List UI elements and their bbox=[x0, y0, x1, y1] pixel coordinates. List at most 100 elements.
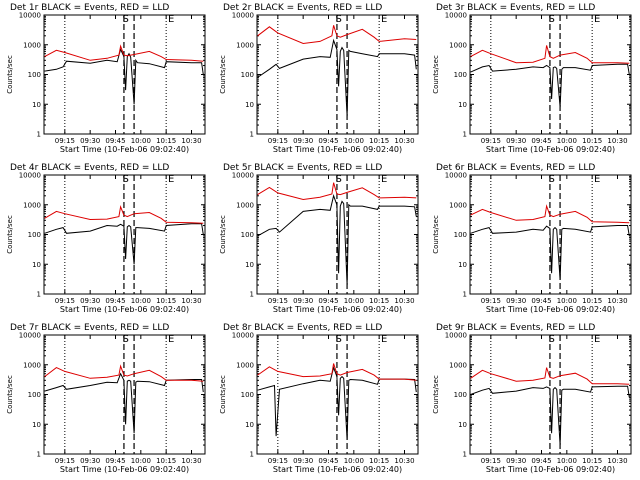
series-events-line bbox=[470, 63, 630, 108]
y-tick-label: 10000 bbox=[232, 12, 254, 20]
x-axis-label: Start Time (10-Feb-06 09:02:40) bbox=[486, 145, 615, 154]
y-axis-label: Counts/sec bbox=[6, 215, 14, 254]
y-tick-label: 1000 bbox=[449, 41, 467, 49]
x-tick-label: 09:30 bbox=[80, 137, 100, 145]
y-tick-label: 10 bbox=[245, 421, 254, 429]
x-tick-label: 09:45 bbox=[531, 457, 551, 465]
y-tick-label: 100 bbox=[454, 71, 467, 79]
x-axis-label: Start Time (10-Feb-06 09:02:40) bbox=[486, 305, 615, 314]
x-tick-label: 09:15 bbox=[268, 457, 288, 465]
x-tick-label: 09:15 bbox=[481, 457, 501, 465]
x-tick-label: 09:15 bbox=[268, 137, 288, 145]
panel-det-4: Det 4r BLACK = Events, RED = LLD 1 10 100 10… bbox=[6, 163, 206, 314]
series-lld-line bbox=[44, 364, 204, 382]
x-tick-label: 09:45 bbox=[105, 297, 125, 305]
series-events-line bbox=[257, 38, 417, 117]
x-tick-label: 09:30 bbox=[293, 457, 313, 465]
y-tick-label: 1 bbox=[250, 291, 254, 299]
panel-det-7: Det 7r BLACK = Events, RED = LLD 1 10 100 10… bbox=[6, 323, 206, 474]
marker-e: E bbox=[381, 334, 387, 345]
y-axis-label: Counts/sec bbox=[432, 215, 440, 254]
y-axis-label: Counts/sec bbox=[219, 215, 227, 254]
marker-e: E bbox=[594, 174, 600, 185]
marker-s: S bbox=[548, 14, 554, 25]
y-tick-label: 10000 bbox=[445, 172, 467, 180]
y-tick-label: 10 bbox=[458, 101, 467, 109]
x-tick-label: 10:00 bbox=[131, 457, 151, 465]
marker-e: E bbox=[168, 14, 174, 25]
y-tick-label: 10 bbox=[245, 101, 254, 109]
series-lld-line bbox=[44, 204, 204, 224]
panel-title: Det 6r BLACK = Events, RED = LLD bbox=[436, 163, 595, 173]
y-tick-label: 1 bbox=[463, 451, 467, 459]
y-tick-label: 1000 bbox=[449, 201, 467, 209]
y-tick-label: 10000 bbox=[232, 172, 254, 180]
marker-e: E bbox=[381, 174, 387, 185]
x-tick-label: 10:30 bbox=[181, 137, 201, 145]
x-tick-label: 10:30 bbox=[607, 137, 627, 145]
x-tick-label: 09:30 bbox=[506, 297, 526, 305]
series-events-line bbox=[44, 372, 204, 434]
x-axis-label: Start Time (10-Feb-06 09:02:40) bbox=[60, 145, 189, 154]
y-tick-label: 10000 bbox=[19, 12, 41, 20]
panel-title: Det 5r BLACK = Events, RED = LLD bbox=[223, 163, 382, 173]
y-tick-label: 100 bbox=[241, 391, 254, 399]
x-tick-label: 10:15 bbox=[156, 297, 176, 305]
x-tick-label: 10:15 bbox=[156, 457, 176, 465]
marker-e: E bbox=[594, 14, 600, 25]
y-tick-label: 1 bbox=[463, 291, 467, 299]
series-lld-line bbox=[257, 25, 417, 45]
x-tick-label: 10:00 bbox=[557, 457, 577, 465]
x-tick-label: 10:00 bbox=[344, 137, 364, 145]
y-tick-label: 1 bbox=[250, 131, 254, 139]
panel-title: Det 8r BLACK = Events, RED = LLD bbox=[223, 323, 382, 333]
series-lld-line bbox=[44, 44, 204, 62]
x-tick-label: 10:15 bbox=[582, 457, 602, 465]
x-axis-label: Start Time (10-Feb-06 09:02:40) bbox=[486, 465, 615, 474]
y-tick-label: 10 bbox=[245, 261, 254, 269]
y-tick-label: 10 bbox=[32, 101, 41, 109]
x-tick-label: 10:30 bbox=[394, 137, 414, 145]
x-tick-label: 09:30 bbox=[80, 297, 100, 305]
panel-det-6: Det 6r BLACK = Events, RED = LLD 1 10 100 10… bbox=[432, 163, 632, 314]
x-tick-label: 10:15 bbox=[369, 297, 389, 305]
y-tick-label: 1000 bbox=[23, 41, 41, 49]
x-tick-label: 10:15 bbox=[156, 137, 176, 145]
x-tick-label: 10:30 bbox=[394, 297, 414, 305]
y-tick-label: 10 bbox=[458, 261, 467, 269]
series-lld-line bbox=[257, 363, 417, 381]
y-tick-label: 1000 bbox=[236, 41, 254, 49]
marker-e: E bbox=[594, 334, 600, 345]
x-axis-label: Start Time (10-Feb-06 09:02:40) bbox=[273, 305, 402, 314]
x-axis-label: Start Time (10-Feb-06 09:02:40) bbox=[273, 465, 402, 474]
y-tick-label: 10000 bbox=[19, 172, 41, 180]
panel-det-3: Det 3r BLACK = Events, RED = LLD 1 10 100 10… bbox=[432, 3, 632, 154]
x-tick-label: 09:30 bbox=[293, 297, 313, 305]
series-lld-line bbox=[470, 367, 630, 385]
series-events-line bbox=[257, 194, 417, 286]
x-tick-label: 09:15 bbox=[55, 297, 75, 305]
x-tick-label: 10:00 bbox=[131, 137, 151, 145]
x-tick-label: 10:30 bbox=[181, 457, 201, 465]
y-axis-label: Counts/sec bbox=[219, 375, 227, 414]
y-tick-label: 100 bbox=[454, 231, 467, 239]
series-lld-line bbox=[470, 204, 630, 224]
y-tick-label: 1 bbox=[37, 451, 41, 459]
x-axis-label: Start Time (10-Feb-06 09:02:40) bbox=[60, 465, 189, 474]
panel-title: Det 9r BLACK = Events, RED = LLD bbox=[436, 323, 595, 333]
panel-title: Det 3r BLACK = Events, RED = LLD bbox=[436, 3, 595, 13]
series-events-line bbox=[470, 225, 630, 280]
y-axis-label: Counts/sec bbox=[219, 55, 227, 94]
panel-title: Det 4r BLACK = Events, RED = LLD bbox=[10, 163, 169, 173]
x-tick-label: 10:15 bbox=[582, 297, 602, 305]
marker-s: S bbox=[335, 174, 341, 185]
marker-s: S bbox=[335, 334, 341, 345]
series-events-line bbox=[44, 223, 204, 265]
x-tick-label: 09:15 bbox=[481, 297, 501, 305]
x-tick-label: 09:15 bbox=[268, 297, 288, 305]
x-tick-label: 09:30 bbox=[506, 137, 526, 145]
x-tick-label: 09:15 bbox=[481, 137, 501, 145]
y-tick-label: 10 bbox=[32, 421, 41, 429]
x-tick-label: 10:15 bbox=[369, 457, 389, 465]
